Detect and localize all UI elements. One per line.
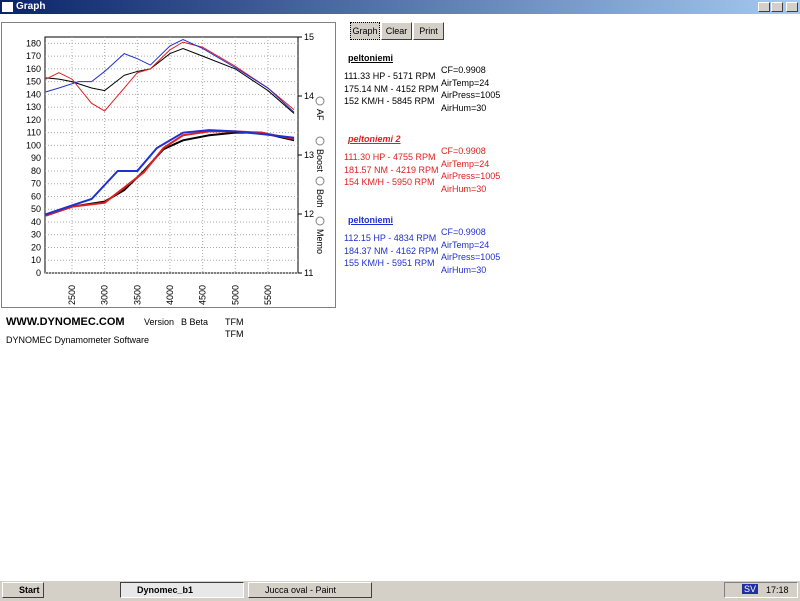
run-param: AirHum=30 — [441, 183, 487, 194]
x-tick-label: 5500 — [263, 285, 273, 305]
y-tick-label: 110 — [27, 128, 41, 138]
y-tick-label: 140 — [26, 89, 41, 99]
y-tick-label: 90 — [31, 153, 41, 163]
radio-label: Both — [315, 189, 325, 208]
radio-label: AF — [315, 109, 325, 121]
run-param: AirHum=30 — [441, 264, 487, 275]
run-param: AirTemp=24 — [441, 239, 490, 250]
radio-button[interactable] — [315, 216, 325, 226]
task-button[interactable]: Jucca oval - Paint — [248, 582, 372, 598]
y-tick-label: 100 — [26, 140, 41, 150]
y2-tick-label: 12 — [304, 209, 314, 219]
radio-label: Boost — [315, 149, 325, 173]
data-line — [45, 129, 295, 216]
y-tick-label: 180 — [26, 38, 41, 48]
y2-tick-label: 13 — [304, 150, 314, 160]
y-tick-label: 30 — [31, 230, 41, 240]
clock: 17:18 — [766, 585, 789, 595]
radio-label: Memo — [315, 229, 325, 254]
run-result: 184.37 NM - 4162 RPM — [344, 245, 439, 256]
run-param: AirHum=30 — [441, 102, 487, 113]
run-param: AirPress=1005 — [441, 252, 501, 262]
x-tick-label: 3500 — [132, 285, 142, 305]
graph-button[interactable]: Graph — [350, 22, 380, 40]
run-result: 111.30 HP - 4755 RPM — [344, 152, 436, 162]
chart: 0 10 20 30 40 50 60 70 80 90 100 110 120 130 140 150 160… — [1, 22, 336, 308]
run-param: CF=0.9908 — [441, 65, 486, 75]
run-result: 154 KM/H - 5950 RPM — [344, 177, 435, 187]
run-result: 155 KM/H - 5951 RPM — [344, 258, 435, 268]
y-tick-label: 20 — [31, 242, 41, 252]
task-button[interactable]: Dynomec_b1 — [120, 582, 244, 598]
data-line — [45, 38, 295, 113]
title-bar: Graph — [0, 0, 800, 14]
x-tick-label: 2500 — [67, 285, 77, 305]
run-param: AirPress=1005 — [441, 90, 501, 100]
minimize-button[interactable] — [758, 2, 770, 12]
tfm: TFM — [225, 329, 244, 339]
y-tick-label: 120 — [26, 115, 41, 125]
clear-button[interactable]: Clear — [381, 22, 412, 40]
version-label: Version — [144, 317, 175, 327]
run-param: CF=0.9908 — [441, 227, 486, 237]
run-result: 175.14 NM - 4152 RPM — [344, 83, 439, 94]
app-icon — [2, 2, 13, 12]
y-tick-label: 0 — [36, 268, 41, 278]
y-tick-label: 170 — [26, 51, 41, 61]
close-button[interactable] — [786, 2, 798, 12]
y-tick-label: 40 — [31, 217, 41, 227]
radio-button[interactable] — [315, 176, 325, 186]
window-title: Graph — [16, 1, 46, 12]
tray — [724, 582, 798, 598]
y2-tick-label: 14 — [304, 91, 314, 101]
run-name: peltoniemi 2 — [348, 134, 401, 144]
y-tick-label: 130 — [26, 102, 41, 112]
run-name: peltoniemi — [348, 215, 394, 225]
run-result: 152 KM/H - 5845 RPM — [344, 96, 435, 106]
run-param: AirTemp=24 — [441, 77, 490, 88]
y2-tick-label: 15 — [304, 32, 314, 42]
x-tick-label: 4500 — [198, 285, 208, 305]
y-tick-label: 50 — [31, 204, 41, 214]
run-result: 112.15 HP - 4834 RPM — [344, 233, 437, 243]
run-param: AirTemp=24 — [441, 158, 490, 169]
radio-button[interactable] — [315, 136, 325, 146]
x-tick-label: 4000 — [165, 285, 175, 305]
y-tick-label: 10 — [31, 255, 41, 265]
run-param: AirPress=1005 — [441, 171, 501, 181]
product-name: DYNOMEC Dynamometer Software — [6, 335, 150, 345]
y-tick-label: 160 — [26, 64, 41, 74]
y2-tick-label: 11 — [304, 268, 313, 278]
version: B Beta — [181, 317, 209, 327]
plot-area — [44, 36, 299, 274]
language[interactable]: SV — [742, 584, 759, 594]
run-result: 111.33 HP - 5171 RPM — [344, 71, 436, 81]
y-tick-label: 80 — [31, 166, 41, 176]
run-name: peltoniemi — [348, 53, 394, 63]
website: WWW.DYNOMEC.COM — [6, 316, 125, 328]
radio-button[interactable] — [315, 96, 325, 106]
start-button[interactable]: Start — [2, 582, 44, 598]
run-param: CF=0.9908 — [441, 146, 486, 156]
y-tick-label: 150 — [26, 77, 41, 87]
y-tick-label: 70 — [31, 179, 41, 189]
tfm: TFM — [225, 317, 244, 327]
x-tick-label: 3000 — [100, 285, 110, 305]
y-tick-label: 60 — [31, 191, 41, 201]
maximize-button[interactable] — [771, 2, 783, 12]
x-tick-label: 5000 — [230, 285, 240, 305]
print-button[interactable]: Print — [413, 22, 444, 40]
run-result: 181.57 NM - 4219 RPM — [344, 164, 439, 175]
